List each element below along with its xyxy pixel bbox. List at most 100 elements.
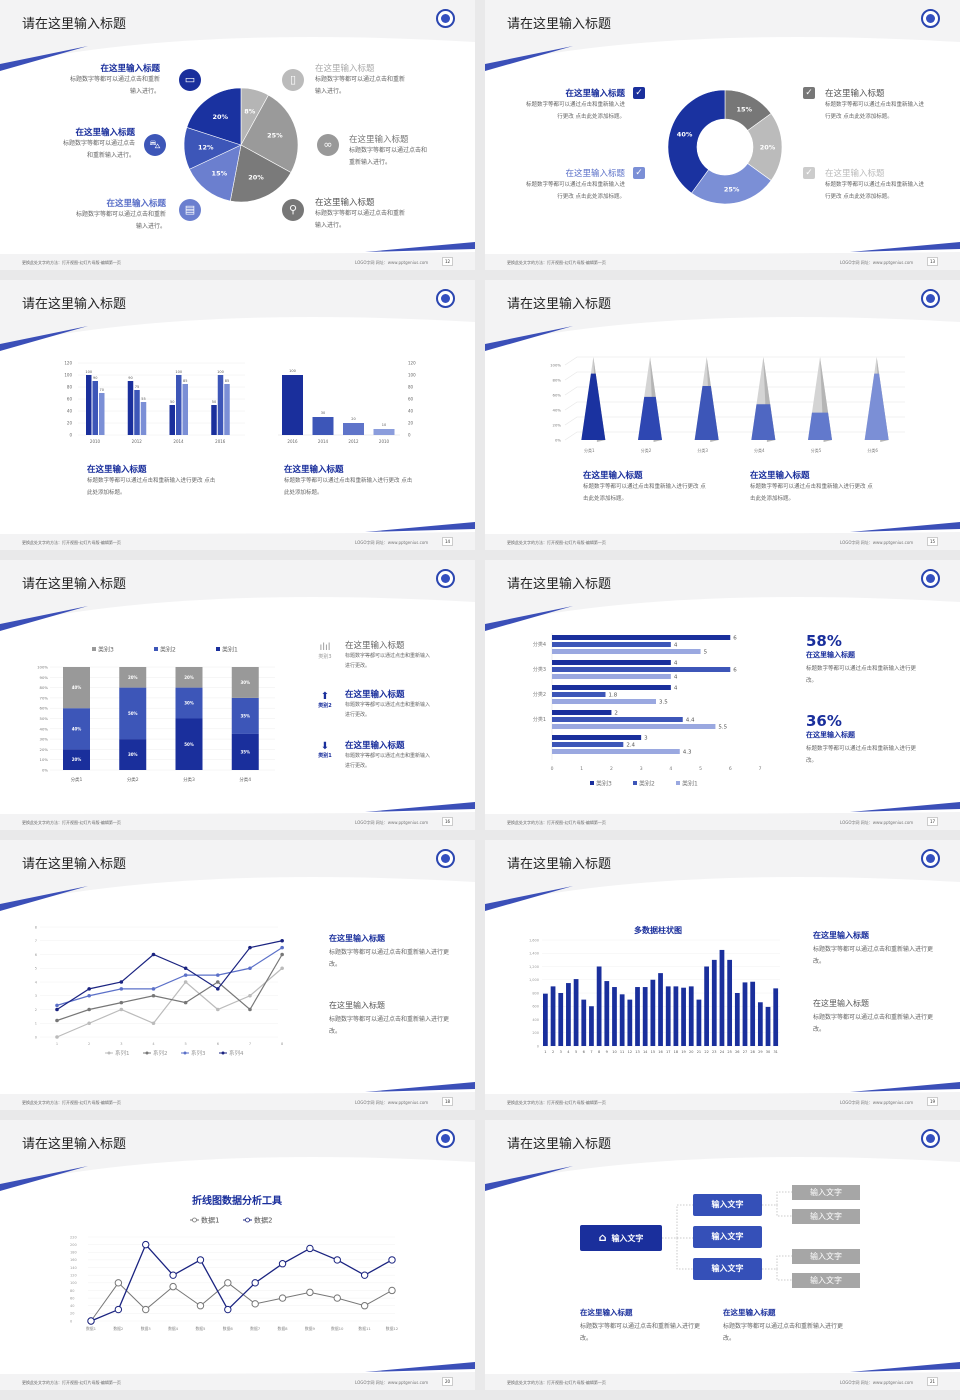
series-line [56,947,283,1006]
item-body: 标题数字等都可以通过点击和重新输入进行更改。 [580,1323,701,1342]
legend-label: 类别1 [222,646,238,654]
item-block: 在这里输入标题 标题数字等都可以通过点击和重新输入进行。 [315,62,410,98]
bar-value-label: 85 [225,379,229,383]
bar [704,966,709,1046]
x-tick-label: 4 [669,766,672,772]
x-tick-label: 28 [750,1050,754,1054]
bar [665,986,671,1046]
legend-marker [145,1051,149,1055]
footer-website: LOGO字网 网址：www.pptgenius.com [840,1380,914,1385]
bar [604,981,610,1046]
y-tick-label: 0 [69,433,72,438]
stacked-bar-segment [231,667,259,698]
x-tick-label: 5 [575,1050,577,1054]
chart-title: 多数据柱状图 [634,925,682,935]
slide-pie[interactable]: 在这里输入标题 标题数字等都可以通过点击和重新输入进行。 在这里输入标题 标题数字等… [0,0,475,270]
slide-stacked-chart[interactable]: 0% 10% 20% 30% 40% 50% 60% 70% 80% 90% 100% 20% 40% 4… [0,560,475,830]
root-node[interactable]: ⌂ 输入文字 [580,1225,662,1251]
data-point [119,987,124,991]
x-tick-label: 2010 [379,439,390,444]
item-body: 标题数字等都可以通过点击和重新输入进行。 [62,140,135,159]
car-icon: ⛍ [144,134,166,156]
data-point [333,1294,341,1302]
item-block: 在这里输入标题 标题数字等都可以通过点击和重新输入进行。 [349,133,429,169]
x-tick-label: 19 [681,1050,685,1054]
data-point [224,1305,232,1314]
bar [566,983,571,1046]
item-body: 标题数字等都可以通过点击和重新输入进行更改。 [813,1014,934,1033]
bar [552,742,624,747]
footer-note: 更换此处文字的方法：打开视图-幻灯片母版-编辑第一页 [22,820,121,825]
x-tick-label: 分类2 [127,776,139,783]
item-title: 在这里输入标题 [100,64,160,74]
checkbox[interactable]: ✓ [633,167,645,179]
category-badge: ılıl 类别3 [314,642,336,660]
logo-emblem [436,849,455,868]
footer-website: LOGO字网 网址：www.pptgenius.com [355,1380,429,1385]
slide-tree-diagram[interactable]: ⌂ 输入文字 输入文字 输入文字 输入文字 输入文字 输入文字 输入文字 输入文字… [485,1120,960,1390]
stacked-bar-segment [63,749,90,770]
bar-value-label: 10 [382,423,386,427]
leaf-node[interactable]: 输入文字 [792,1185,860,1200]
y-tick-label: 60 [408,397,414,402]
item-block: 在这里输入标题 标题数字等都可以通过点击和重新输入进行。 [50,62,160,98]
x-tick-label: 25 [727,1050,731,1054]
data-point [251,1300,259,1308]
slide-multi-bar[interactable]: 多数据柱状图 0 200 400 600 800 1,000 1,200 1,400 1,600 1… [485,840,960,1110]
chart-title: 折线图数据分析工具 [192,1194,282,1207]
leaf-node[interactable]: 输入文字 [792,1209,860,1224]
item-body: 标题数字等都可以通过点击和重新输入进行更改 点击此处添加标题。 [525,182,625,200]
slide-background [0,840,475,1110]
category-badge: ⬇ 类别1 [314,741,336,759]
slide-donut[interactable]: 在这里输入标题 标题数字等都可以通过点击和重新输入进行更改 点击此处添加标题。 在… [485,0,960,270]
leaf-node[interactable]: 输入文字 [792,1273,860,1288]
item-title: 在这里输入标题 [813,931,869,940]
legend-swatch [154,647,158,651]
y-tick-label: 分类3 [533,666,546,673]
phone-icon: ▯ [282,69,304,91]
footer-note: 更换此处文字的方法：打开视图-幻灯片母版-编辑第一页 [507,820,606,825]
footer-website: LOGO字网 网址：www.pptgenius.com [355,1100,429,1105]
segment-label: 20% [184,675,194,680]
x-tick-label: 14 [643,1050,648,1054]
data-point [248,1007,252,1012]
x-tick-label: 8 [281,1042,283,1046]
x-tick-label: 分类5 [811,447,822,453]
x-tick-label: 7 [759,766,762,772]
slide-line-tool[interactable]: 折线图数据分析工具 0 20 40 60 80 100 120 140 160 180 200 220 数… [0,1120,475,1390]
series-line [56,967,283,1038]
item-body: 标题数字等都可以通过点击和重新输入进行更改。 [329,1016,450,1035]
bar [558,993,564,1046]
y-tick-label: 100 [64,373,72,378]
gridline [564,416,905,426]
data-point [280,938,284,943]
mid-node[interactable]: 输入文字 [693,1258,762,1280]
slide-bar-charts[interactable]: 0 20 40 60 80 100 120 100 90 70 2010 90 75 55 2012 50 10… [0,280,475,550]
bar [224,384,230,435]
data-point [87,993,91,998]
x-tick-label: 2 [88,1042,90,1046]
item-block: 在这里输入标题 标题数字等都可以通过点击和重新输入进行。 [315,196,405,232]
y-tick-label: 0 [70,1319,72,1323]
series-line [90,1282,393,1322]
x-tick-label: 6 [583,1050,585,1054]
footer-note: 更换此处文字的方法：打开视图-幻灯片母版-编辑第一页 [507,260,606,265]
bar [552,735,642,740]
x-tick-label: 分类1 [71,776,83,783]
slide-line-chart[interactable]: 0 1 2 3 4 5 6 7 8 1 2 3 4 5 6 7 8 系列1 系列2 系列3 系列4 在这里输入标题 标题数… [0,840,475,1110]
slide-horizontal-bars[interactable]: 6 4 5 分类4 4 6 4 分类3 4 1.8 3.5 分类2 2 4.4 5.5 分类1 3 2.4 4.3 0… [485,560,960,830]
item-body: 标题数字等都可以通过点击和重新输入进行更改。 [345,653,431,669]
x-tick-label: 2 [610,766,613,772]
y-tick-label: 0% [555,438,561,443]
mid-node[interactable]: 输入文字 [693,1194,762,1216]
cone-fill [581,373,606,440]
slide-cone-chart[interactable]: 0% 20% 40% 60% 80% 100% 分类1 分类2 分类3 分类4 分类5 分类6 在这里… [485,280,960,550]
checkbox[interactable]: ✓ [803,167,815,179]
bar-value-label: 5 [704,650,708,656]
leaf-node[interactable]: 输入文字 [792,1249,860,1264]
mid-node[interactable]: 输入文字 [693,1226,762,1248]
checkbox[interactable]: ✓ [633,87,645,99]
bar [552,717,683,722]
checkbox[interactable]: ✓ [803,87,815,99]
bar-value-label: 100 [85,370,92,374]
